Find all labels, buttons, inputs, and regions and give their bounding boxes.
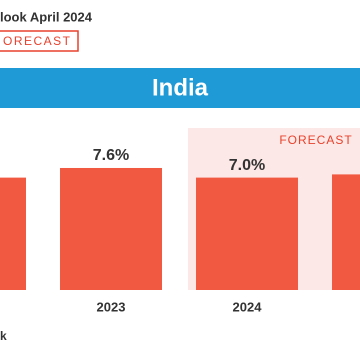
bar	[60, 167, 162, 290]
bar	[196, 177, 298, 290]
value-label: 7.0%	[229, 157, 265, 174]
x-tick-label: 2023	[97, 299, 126, 314]
badge-box	[0, 30, 79, 52]
badge: ORECAST	[3, 34, 72, 48]
chart-title: India	[152, 74, 209, 101]
value-label: 7.6%	[93, 147, 129, 164]
footer: k	[0, 329, 7, 343]
bar	[332, 174, 360, 290]
forecast-label: FORECAST	[279, 133, 352, 147]
bar	[0, 177, 26, 290]
x-tick-label: 2024	[233, 299, 263, 314]
header-title: look April 2024	[0, 9, 93, 24]
title-banner	[0, 68, 360, 108]
